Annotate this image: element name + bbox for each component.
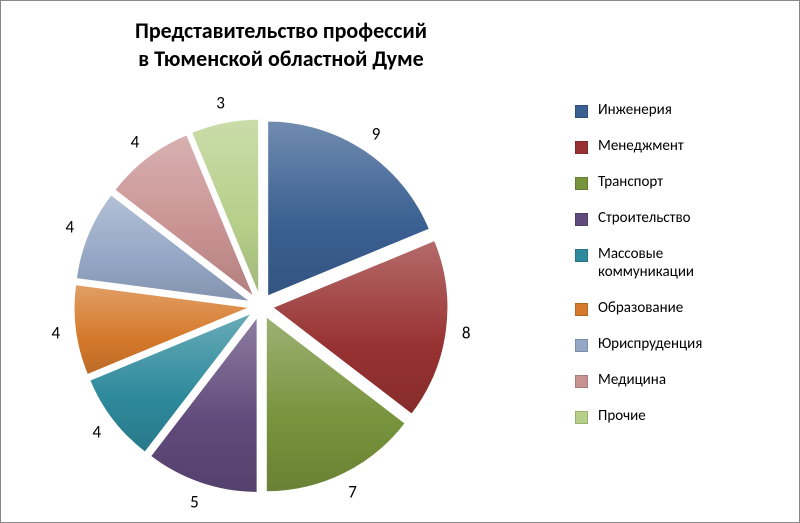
legend-item: Строительство xyxy=(575,209,775,227)
legend-swatch xyxy=(575,177,588,190)
slice-value-label: 9 xyxy=(372,123,381,144)
slice-value-label: 3 xyxy=(216,92,225,113)
legend-swatch xyxy=(575,339,588,352)
legend-item: Массовые коммуникации xyxy=(575,245,775,281)
chart-title-line1: Представительство профессий xyxy=(135,17,427,44)
chart-title: Представительство профессий в Тюменской … xyxy=(1,17,561,72)
legend-label: Юриспруденция xyxy=(598,335,702,353)
legend-label: Прочие xyxy=(598,407,646,425)
legend-item: Инженерия xyxy=(575,101,775,119)
legend-label: Медицина xyxy=(598,371,666,389)
legend-label: Массовые коммуникации xyxy=(598,245,694,281)
legend-item: Образование xyxy=(575,299,775,317)
legend-item: Медицина xyxy=(575,371,775,389)
legend-label: Образование xyxy=(598,299,683,317)
slice-value-label: 4 xyxy=(92,422,101,443)
legend-label: Транспорт xyxy=(598,173,663,191)
slice-value-label: 4 xyxy=(131,131,140,152)
legend-swatch xyxy=(575,375,588,388)
legend-swatch xyxy=(575,213,588,226)
legend-swatch xyxy=(575,303,588,316)
pie-chart xyxy=(61,106,461,506)
legend: Инженерия Менеджмент Транспорт Строительств… xyxy=(575,101,775,443)
legend-label: Инженерия xyxy=(598,101,672,119)
legend-swatch xyxy=(575,411,588,424)
legend-swatch xyxy=(575,105,588,118)
legend-item: Менеджмент xyxy=(575,137,775,155)
chart-title-line2: в Тюменской областной Думе xyxy=(138,45,423,72)
legend-swatch xyxy=(575,141,588,154)
slice-value-label: 5 xyxy=(190,492,199,513)
legend-label: Строительство xyxy=(598,209,691,227)
legend-item: Прочие xyxy=(575,407,775,425)
chart-frame: { "chart": { "type": "pie", "title_line1… xyxy=(0,0,800,523)
slice-value-label: 4 xyxy=(51,323,60,344)
slice-value-label: 7 xyxy=(348,481,357,502)
legend-item: Юриспруденция xyxy=(575,335,775,353)
legend-swatch xyxy=(575,249,588,262)
slice-value-label: 8 xyxy=(462,323,471,344)
pie-svg xyxy=(61,106,461,506)
legend-item: Транспорт xyxy=(575,173,775,191)
slice-value-label: 4 xyxy=(65,216,74,237)
legend-label: Менеджмент xyxy=(598,137,684,155)
